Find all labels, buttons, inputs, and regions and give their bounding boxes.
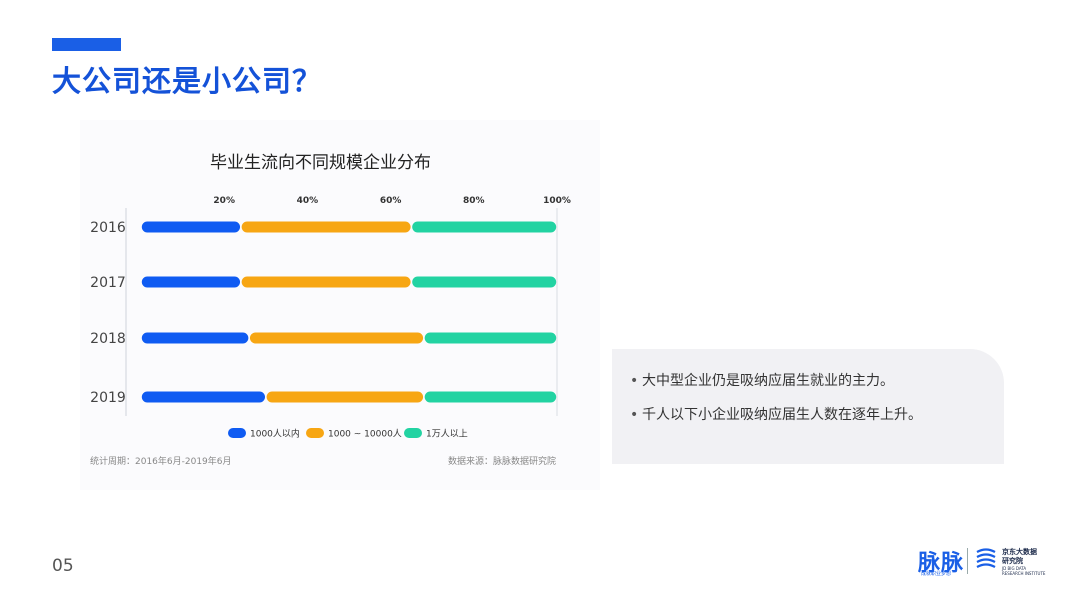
page-number: 05 bbox=[52, 556, 74, 576]
legend-label: 1万人以上 bbox=[426, 429, 468, 440]
bar-segment bbox=[241, 221, 411, 233]
bullet-icon: • bbox=[630, 407, 639, 423]
period-note: 统计周期：2016年6月-2019年6月 bbox=[90, 457, 232, 467]
legend-swatch bbox=[404, 428, 422, 438]
source-note: 数据来源：脉脉数据研究院 bbox=[448, 457, 557, 467]
bullet-icon: • bbox=[630, 373, 639, 389]
page-title: 大公司还是小公司？ bbox=[52, 64, 323, 98]
bar-segment bbox=[141, 332, 249, 344]
bar-segment bbox=[266, 391, 424, 403]
notes-list: • 大中型企业仍是吸纳应届生就业的主力。 • 千人以下小企业吸纳应届生人数在逐年上升… bbox=[630, 371, 922, 439]
category-label: 2016 bbox=[90, 220, 126, 236]
bar-segment bbox=[141, 391, 265, 403]
bar-segment bbox=[424, 332, 557, 344]
category-label: 2018 bbox=[90, 331, 126, 347]
bar-segment bbox=[412, 221, 557, 233]
x-tick-label: 100% bbox=[543, 196, 571, 206]
title-accent-bar bbox=[52, 38, 121, 51]
x-tick-label: 60% bbox=[380, 196, 402, 206]
chart-panel bbox=[80, 120, 600, 490]
legend-label: 1000人以内 bbox=[250, 428, 300, 440]
legend-swatch bbox=[306, 428, 324, 438]
jd-big-data-logo-icon bbox=[976, 548, 996, 568]
note-item: • 千人以下小企业吸纳应届生人数在逐年上升。 bbox=[630, 405, 922, 425]
bar-segment bbox=[141, 276, 241, 288]
category-label: 2019 bbox=[90, 390, 126, 406]
jd-logo-name: 京东大数据 研究院 bbox=[1002, 548, 1037, 565]
notes-panel bbox=[612, 349, 1004, 464]
bar-segment bbox=[412, 276, 557, 288]
note-text: 千人以下小企业吸纳应届生人数在逐年上升。 bbox=[642, 407, 922, 423]
maimai-logo: 脉脉 bbox=[918, 551, 965, 576]
jd-logo-subtitle: JD BIG DATA RESEARCH INSTITUTE bbox=[1002, 566, 1046, 576]
x-tick-label: 80% bbox=[463, 196, 485, 206]
bar-segment bbox=[249, 332, 424, 344]
chart-title: 毕业生流向不同规模企业分布 bbox=[210, 153, 431, 173]
note-item: • 大中型企业仍是吸纳应届生就业的主力。 bbox=[630, 371, 922, 391]
bar-segment bbox=[424, 391, 557, 403]
maimai-logo-tagline: 成就职业梦想 bbox=[921, 571, 952, 577]
x-tick-label: 20% bbox=[213, 196, 235, 206]
bar-segment bbox=[241, 276, 411, 288]
note-text: 大中型企业仍是吸纳应届生就业的主力。 bbox=[642, 373, 894, 389]
category-label: 2017 bbox=[90, 275, 126, 291]
bar-segment bbox=[141, 221, 241, 233]
legend-label: 1000 ~ 10000人 bbox=[328, 429, 402, 440]
legend-swatch bbox=[228, 428, 246, 438]
x-tick-label: 40% bbox=[297, 196, 319, 206]
logo-divider bbox=[967, 548, 968, 574]
